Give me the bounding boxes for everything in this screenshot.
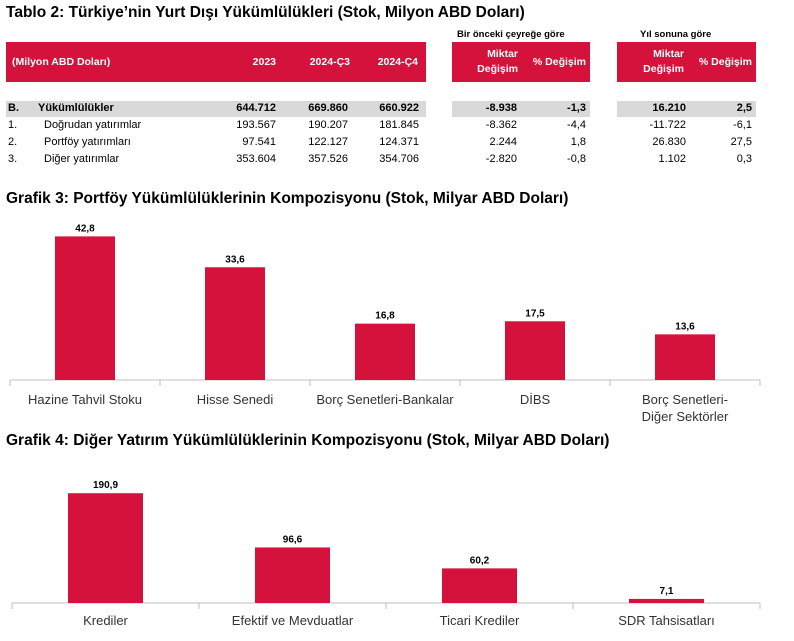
bar-value-label: 96,6: [283, 534, 303, 545]
cell-q-pct: -1,3: [567, 102, 586, 114]
category-label: Borç Senetleri-Bankalar: [316, 392, 454, 407]
bar: [505, 321, 565, 380]
bar: [55, 236, 115, 380]
cell-2023: 193.567: [236, 119, 276, 131]
row-label: Doğrudan yatırımlar: [44, 119, 142, 131]
category-label: Ticari Krediler: [440, 613, 520, 628]
cell-q-pct: 1,8: [570, 136, 586, 148]
bar: [655, 334, 715, 380]
cell-q3: 357.526: [308, 153, 348, 165]
bar: [629, 598, 704, 603]
total-row-band: [452, 101, 590, 117]
cell-q4: 181.845: [379, 119, 419, 131]
cell-y-pct: 2,5: [736, 102, 752, 114]
header-pct-change-q: % Değişim: [532, 56, 586, 68]
bar-value-label: 13,6: [675, 321, 695, 332]
table-header-year-end: Miktar Değişim % Değişim: [617, 42, 756, 82]
category-label: Krediler: [83, 613, 128, 628]
table-header-main: (Milyon ABD Doları) 2023 2024-Ç3 2024-Ç4: [6, 42, 426, 82]
chart4-title: Grafik 4: Diğer Yatırım Yükümlülüklerini…: [6, 432, 610, 449]
header-pct-change-y: % Değişim: [698, 56, 752, 68]
cell-q4: 354.706: [379, 153, 419, 165]
cell-q4: 660.922: [379, 102, 419, 114]
row-code: B.: [8, 102, 19, 114]
bar-value-label: 7,1: [660, 586, 674, 597]
table-row: 2. Portföy yatırımları 97.541 122.127 124.37…: [0, 135, 794, 152]
bar: [68, 493, 143, 603]
cell-y-change: 16.210: [652, 102, 686, 114]
bar-value-label: 33,6: [225, 254, 245, 265]
cell-q3: 669.860: [308, 102, 348, 114]
cell-2023: 353.604: [236, 153, 276, 165]
bar-value-label: 190,9: [93, 480, 118, 491]
chart3: 42,8 Hazine Tahvil Stoku 33,6 Hisse Senedi 1…: [9, 223, 761, 424]
bar-value-label: 16,8: [375, 311, 395, 322]
chart4: 190,9 Krediler 96,6 Efektif ve Mevduatlar 60…: [11, 480, 761, 628]
cell-q3: 190.207: [308, 119, 348, 131]
cell-q3: 122.127: [308, 136, 348, 148]
bar: [255, 547, 330, 603]
total-row-band: [6, 101, 426, 117]
header-2023: 2023: [252, 56, 276, 68]
bar: [442, 568, 517, 603]
table-row: B. Yükümlülükler 644.712 669.860 660.922 -8.9…: [0, 101, 794, 118]
cell-y-change: 1.102: [658, 153, 686, 165]
row-code: 2.: [8, 136, 18, 148]
group-header-prev-quarter: Bir önceki çeyreğe göre: [457, 29, 565, 40]
header-label: (Milyon ABD Doları): [12, 56, 111, 68]
row-label: Portföy yatırımları: [44, 136, 131, 148]
cell-q-change: -2.820: [485, 153, 517, 165]
category-label: Efektif ve Mevduatlar: [232, 613, 354, 628]
cell-q-change: -8.362: [485, 119, 517, 131]
header-q3: 2024-Ç3: [309, 56, 350, 68]
bar-value-label: 17,5: [525, 308, 545, 319]
cell-q-pct: -0,8: [567, 153, 586, 165]
row-code: 3.: [8, 153, 18, 165]
cell-y-pct: -6,1: [733, 119, 752, 131]
bar-value-label: 42,8: [75, 223, 95, 234]
category-label: Hisse Senedi: [197, 392, 274, 407]
category-label: SDR Tahsisatları: [618, 613, 715, 628]
cell-y-change: 26.830: [652, 136, 686, 148]
header-amount-change-q: Miktar Değişim: [477, 48, 518, 75]
chart3-title: Grafik 3: Portföy Yükümlülüklerinin Komp…: [6, 190, 569, 207]
cell-2023: 97.541: [242, 136, 276, 148]
table-header-prev-quarter: Miktar Değişim % Değişim: [452, 42, 590, 82]
bar: [355, 323, 415, 380]
header-amount-change-y: Miktar Değişim: [643, 48, 684, 75]
total-row-band: [617, 101, 756, 117]
bar-value-label: 60,2: [470, 555, 490, 566]
cell-q-pct: -4,4: [567, 119, 586, 131]
category-label: DİBS: [520, 392, 551, 407]
bar: [205, 267, 265, 380]
table-row: 3. Diğer yatırımlar 353.604 357.526 354.706 -…: [0, 152, 794, 169]
category-label: Borç Senetleri-Diğer Sektörler: [642, 392, 729, 424]
cell-q-change: -8.938: [485, 102, 517, 114]
table-title: Tablo 2: Türkiye’nin Yurt Dışı Yükümlülü…: [6, 4, 525, 21]
table-row: 1. Doğrudan yatırımlar 193.567 190.207 181.8…: [0, 118, 794, 135]
cell-2023: 644.712: [236, 102, 276, 114]
cell-y-change: -11.722: [649, 119, 687, 131]
cell-q4: 124.371: [379, 136, 419, 148]
cell-q-change: 2.244: [489, 136, 517, 148]
cell-y-pct: 0,3: [736, 153, 752, 165]
category-label: Hazine Tahvil Stoku: [28, 392, 142, 407]
header-q4: 2024-Ç4: [377, 56, 418, 68]
cell-y-pct: 27,5: [730, 136, 752, 148]
group-header-year-end: Yıl sonuna göre: [640, 29, 712, 40]
row-code: 1.: [8, 119, 18, 131]
row-label: Diğer yatırımlar: [44, 153, 120, 165]
row-label: Yükümlülükler: [38, 102, 114, 114]
